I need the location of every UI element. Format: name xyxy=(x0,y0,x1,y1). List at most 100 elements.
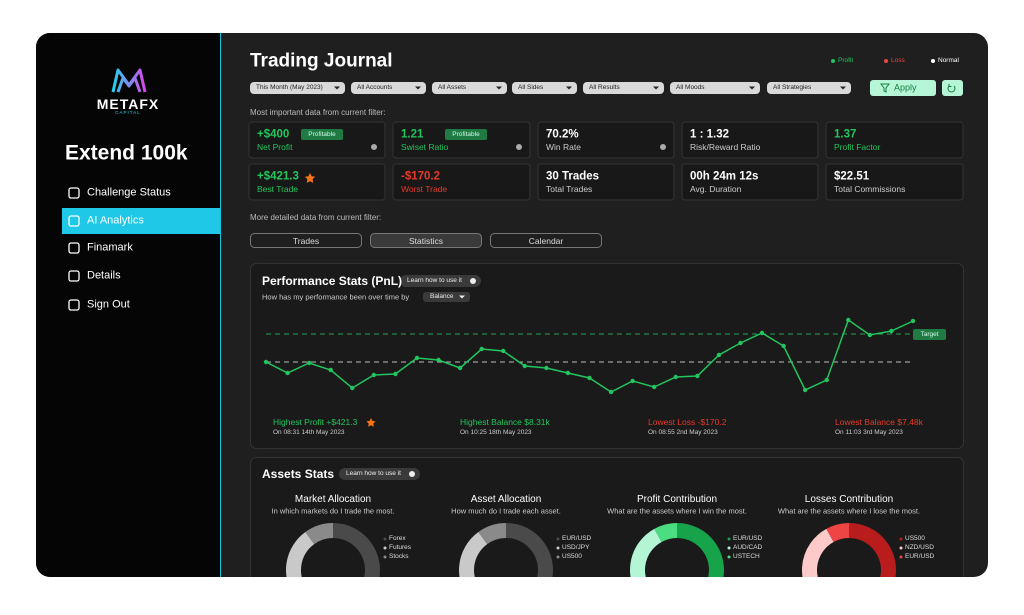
profit-badge xyxy=(301,129,343,140)
nav-item[interactable] xyxy=(62,292,220,318)
stat-card xyxy=(537,121,675,159)
filter-label: All Results xyxy=(589,83,620,91)
filter-dropdown[interactable] xyxy=(351,82,426,94)
nav-label: AI Analytics xyxy=(87,214,144,227)
dropdown-caret xyxy=(749,86,755,90)
filter-dropdown[interactable] xyxy=(670,82,760,94)
legend-dot xyxy=(899,537,903,541)
pnl-point xyxy=(867,332,873,338)
filter-dropdown[interactable] xyxy=(512,82,577,94)
donut-title: Profit Contribution xyxy=(636,494,718,505)
nav-item[interactable] xyxy=(62,235,220,261)
nav-label: Details xyxy=(87,269,121,282)
filter-label: This Month (May 2023) xyxy=(256,83,323,91)
filter-dropdown[interactable] xyxy=(432,82,507,94)
logo xyxy=(111,68,147,93)
stat-label: Avg. Duration xyxy=(690,183,742,194)
donut-subtitle: What are the assets where I win the most… xyxy=(607,506,747,516)
pnl-point xyxy=(652,384,657,390)
stat-card xyxy=(825,121,964,159)
help-label: Learn how to use it xyxy=(346,469,401,477)
legend-label: Forex xyxy=(389,534,406,542)
tab-label: Calendar xyxy=(528,235,564,246)
legend-dot xyxy=(931,59,935,63)
pnl-point xyxy=(544,365,549,371)
balance-dropdown[interactable] xyxy=(423,292,470,302)
legend-label: US500 xyxy=(562,552,582,560)
info-icon xyxy=(371,144,377,150)
help-label: Learn how to use it xyxy=(407,276,462,284)
tab[interactable] xyxy=(490,233,602,248)
stat-value: -$170.2 xyxy=(401,170,441,183)
nav-item[interactable] xyxy=(62,263,220,289)
legend-dot xyxy=(383,555,387,559)
pnl-point xyxy=(285,370,290,376)
pnl-point xyxy=(328,367,333,373)
help-pill[interactable] xyxy=(400,275,481,287)
legend-label: Futures xyxy=(389,543,412,551)
legend-label: USD/JPY xyxy=(562,543,590,551)
filter-label: All Accounts xyxy=(357,83,393,91)
nav-icon xyxy=(68,215,80,227)
legend-dot xyxy=(556,555,560,559)
nav-active[interactable] xyxy=(62,208,220,234)
section-caption: Most important data from current filter: xyxy=(250,108,386,117)
info-icon xyxy=(516,144,522,150)
nav-label: Challenge Status xyxy=(87,186,171,199)
stat-label: Best Trade xyxy=(257,183,299,194)
stat-label: Win Rate xyxy=(546,141,581,152)
pnl-point xyxy=(263,359,269,365)
stat-value: 30 Trades xyxy=(546,170,600,183)
highlight-date: On 10:25 18th May 2023 xyxy=(460,428,532,436)
tab-label: Statistics xyxy=(408,235,444,246)
legend-dot xyxy=(556,537,560,541)
dropdown-caret xyxy=(566,86,572,90)
tab[interactable] xyxy=(370,233,482,248)
filter-dropdown[interactable] xyxy=(767,82,851,94)
tab[interactable] xyxy=(250,233,362,248)
nav-icon xyxy=(68,187,80,199)
highlight-label: Lowest Balance $7.48k xyxy=(835,416,923,427)
pnl-point xyxy=(436,357,441,363)
legend-dot xyxy=(899,546,903,550)
brand: METAFX xyxy=(96,96,160,112)
dropdown-caret xyxy=(334,86,340,90)
pnl-point xyxy=(522,363,527,369)
panel-title: Assets Stats xyxy=(262,467,335,481)
donut-subtitle: What are the assets where I lose the mos… xyxy=(777,506,921,516)
donut-subtitle: How much do I trade each asset. xyxy=(451,506,561,516)
stat-card xyxy=(681,121,819,159)
legend-dot xyxy=(383,546,387,550)
pnl-point xyxy=(587,375,592,381)
legend-dot xyxy=(727,546,731,550)
nav-icon xyxy=(68,299,80,311)
highlight-date: On 08:31 14th May 2023 xyxy=(273,428,345,436)
help-pill[interactable] xyxy=(339,468,420,480)
reset-icon xyxy=(947,84,956,93)
badge-label: Profitable xyxy=(452,130,480,138)
donut-title: Asset Allocation xyxy=(470,494,542,505)
legend-dot xyxy=(727,555,731,559)
highlight-date: On 08:55 2nd May 2023 xyxy=(648,428,718,436)
pnl-point xyxy=(673,374,678,380)
stat-card xyxy=(825,163,964,201)
stat-card xyxy=(248,163,386,201)
filter-dropdown[interactable] xyxy=(250,82,345,94)
star-icon xyxy=(304,173,316,183)
pnl-point xyxy=(759,330,765,336)
stat-label: Total Trades xyxy=(546,183,593,194)
donut-segment xyxy=(848,523,896,577)
dropdown-caret xyxy=(459,295,465,299)
pnl-point xyxy=(371,372,377,378)
reset-button[interactable] xyxy=(942,80,963,96)
pnl-point xyxy=(846,317,851,323)
legend-label: Profit xyxy=(838,56,854,64)
filter-dropdown[interactable] xyxy=(583,82,664,94)
legend-label: AUD/CAD xyxy=(733,543,763,551)
donut-segment xyxy=(305,523,334,545)
dropdown-caret xyxy=(653,86,659,90)
legend-label: EUR/USD xyxy=(733,534,763,542)
target-tag xyxy=(913,329,946,340)
pnl-point xyxy=(414,355,420,361)
legend-label: USTECH xyxy=(733,552,760,560)
